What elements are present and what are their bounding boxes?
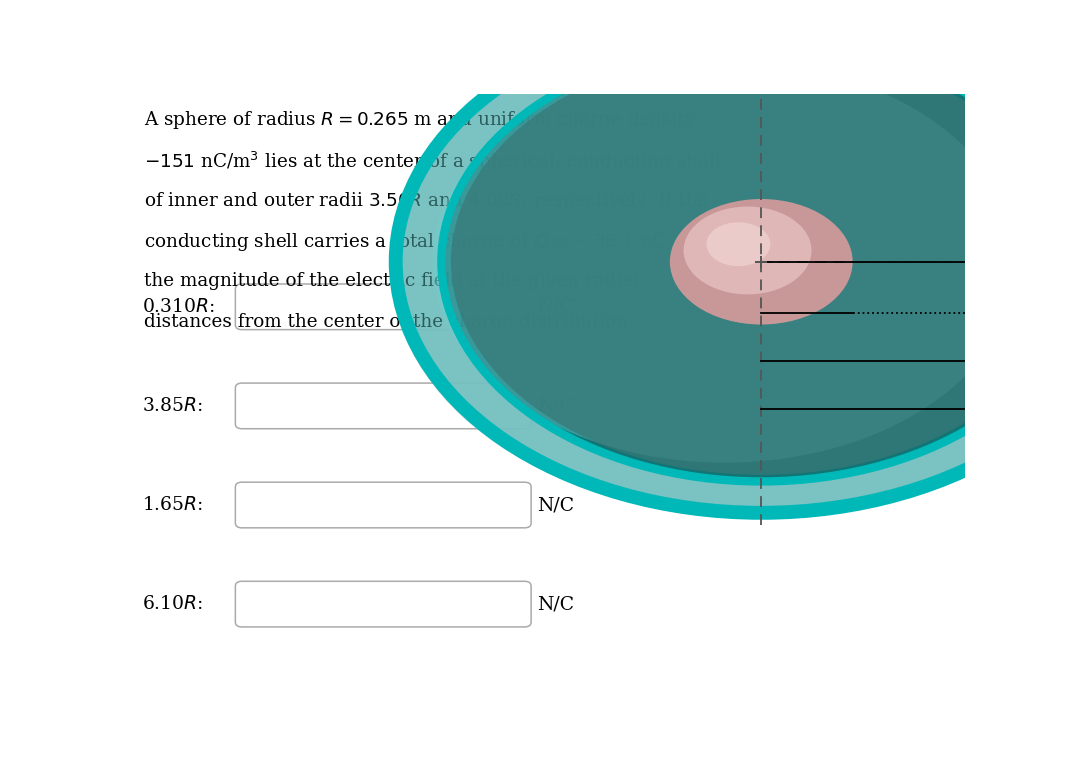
Text: A sphere of radius $R = 0.265$ m and uniform charge density: A sphere of radius $R = 0.265$ m and uni… [144,108,697,130]
Ellipse shape [451,48,1072,475]
FancyBboxPatch shape [236,284,531,330]
Text: N/C: N/C [537,496,575,514]
Text: 3.85$R$:: 3.85$R$: [143,397,203,415]
Text: $-151$ nC/m$^3$ lies at the center of a spherical, conducting shell: $-151$ nC/m$^3$ lies at the center of a … [144,150,721,174]
Text: 6.10$R$:: 6.10$R$: [143,595,204,613]
Ellipse shape [670,199,852,324]
FancyBboxPatch shape [236,581,531,627]
Ellipse shape [396,11,1072,512]
Text: N/C: N/C [537,298,575,316]
FancyBboxPatch shape [236,482,531,528]
Text: N/C: N/C [537,397,575,415]
Ellipse shape [391,22,1072,516]
Text: 0.310$R$:: 0.310$R$: [143,298,215,316]
Ellipse shape [684,207,812,294]
Ellipse shape [432,61,1017,463]
Ellipse shape [442,42,1072,481]
Text: distances from the center of the charge distribution.: distances from the center of the charge … [144,313,634,331]
Text: N/C: N/C [537,595,575,613]
Text: conducting shell carries a total charge of $Q = -38.1$ nC, find: conducting shell carries a total charge … [144,231,715,254]
Text: the magnitude of the electric field at the given radial: the magnitude of the electric field at t… [144,272,639,290]
Text: 1.65$R$:: 1.65$R$: [143,496,204,514]
Ellipse shape [706,222,771,266]
Text: of inner and outer radii $3.50R$ and $4.00R$, respectively. If the: of inner and outer radii $3.50R$ and $4.… [144,190,709,212]
FancyBboxPatch shape [236,383,531,429]
